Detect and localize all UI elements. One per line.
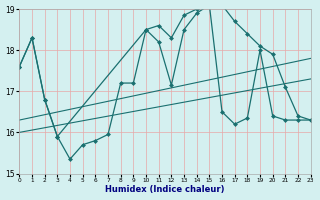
X-axis label: Humidex (Indice chaleur): Humidex (Indice chaleur) (105, 185, 225, 194)
